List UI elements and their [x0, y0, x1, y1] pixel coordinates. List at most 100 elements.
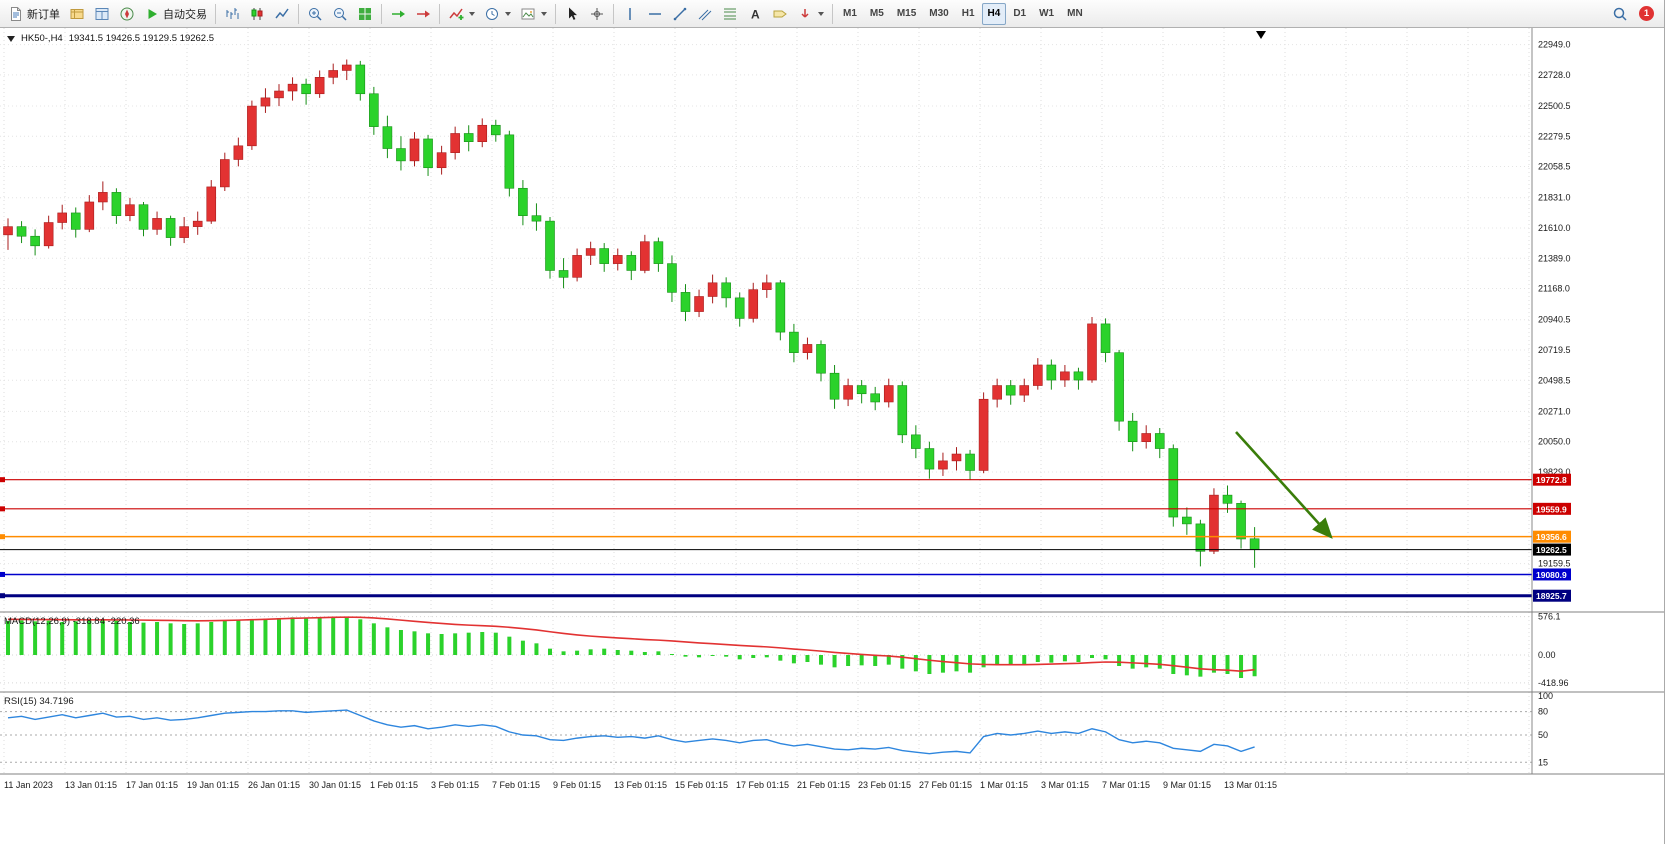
market-watch-button[interactable]: [65, 3, 89, 25]
time-axis: 11 Jan 2023 13 Jan 01:15 17 Jan 01:15 19 Ja…: [4, 780, 1277, 790]
new-order-label: 新订单: [27, 8, 60, 21]
svg-text:22279.5: 22279.5: [1538, 131, 1571, 141]
timeframe-h4-button[interactable]: H4: [981, 2, 1007, 25]
line-chart-icon: [275, 8, 289, 18]
svg-text:22949.0: 22949.0: [1538, 40, 1571, 50]
toolbar-separator: [555, 3, 556, 24]
chart-shift-icon: [417, 10, 430, 17]
channel-icon: [698, 9, 712, 20]
cursor-button[interactable]: [560, 3, 584, 25]
toolbar-right: 1: [1608, 3, 1660, 25]
toolbar-separator: [298, 3, 299, 24]
svg-text:3 Mar 01:15: 3 Mar 01:15: [1041, 780, 1089, 790]
trend-arrow-annotation: [1235, 431, 1333, 539]
horizontal-lines: [0, 477, 1532, 599]
svg-text:MACD(12,26,9) -318.84 -220.36: MACD(12,26,9) -318.84 -220.36: [4, 616, 140, 627]
svg-text:20719.5: 20719.5: [1538, 345, 1571, 355]
horizontal-line-button[interactable]: [643, 3, 667, 25]
svg-text:23 Feb 01:15: 23 Feb 01:15: [858, 780, 911, 790]
indicators-icon: [449, 8, 464, 20]
bar-chart-button[interactable]: [220, 3, 244, 25]
zoom-in-button[interactable]: [303, 3, 327, 25]
svg-text:1 Feb 01:15: 1 Feb 01:15: [370, 780, 418, 790]
auto-scroll-button[interactable]: [386, 3, 410, 25]
svg-text:15 Feb 01:15: 15 Feb 01:15: [675, 780, 728, 790]
text-icon: A: [751, 7, 760, 21]
timeframe-w1-button[interactable]: W1: [1033, 3, 1060, 25]
line-chart-button[interactable]: [270, 3, 294, 25]
panel-dividers: [0, 611, 1664, 775]
svg-text:7 Mar 01:15: 7 Mar 01:15: [1102, 780, 1150, 790]
label-icon: [773, 10, 787, 17]
timeframe-m30-button[interactable]: M30: [923, 3, 954, 25]
chart-canvas[interactable]: 576.1 0.00 -418.96 MACD(12,26,9) -318.84 -2…: [0, 28, 1665, 844]
data-window-icon: [95, 7, 109, 20]
horizontal-line-icon: [649, 12, 661, 15]
svg-text:11 Jan 2023: 11 Jan 2023: [4, 780, 53, 790]
toolbar-separator: [439, 3, 440, 24]
autotrade-button[interactable]: 自动交易: [140, 3, 211, 25]
timeframe-h1-button[interactable]: H1: [956, 3, 981, 25]
svg-text:80: 80: [1538, 707, 1548, 717]
timeframe-m5-button[interactable]: M5: [864, 3, 890, 25]
svg-text:19159.5: 19159.5: [1538, 559, 1571, 569]
svg-text:21389.0: 21389.0: [1538, 253, 1571, 263]
timeframe-d1-button[interactable]: D1: [1007, 3, 1032, 25]
svg-text:21831.0: 21831.0: [1538, 193, 1571, 203]
trendline-button[interactable]: [668, 3, 692, 25]
timeframe-mn-button[interactable]: MN: [1061, 3, 1089, 25]
search-button[interactable]: [1608, 3, 1632, 25]
label-button[interactable]: [768, 3, 792, 25]
timeframe-m15-button[interactable]: M15: [891, 3, 922, 25]
svg-text:20498.5: 20498.5: [1538, 375, 1571, 385]
svg-text:26 Jan 01:15: 26 Jan 01:15: [248, 780, 300, 790]
new-order-button[interactable]: 新订单: [4, 3, 64, 25]
zoom-in-icon: [309, 7, 322, 21]
fibonacci-button[interactable]: [718, 3, 742, 25]
text-button[interactable]: A: [743, 3, 767, 25]
tile-windows-icon: [359, 7, 371, 20]
macd-panel: 576.1 0.00 -418.96 MACD(12,26,9) -318.84 -2…: [0, 612, 1569, 688]
periods-button[interactable]: [480, 3, 515, 25]
svg-text:15: 15: [1538, 757, 1548, 767]
svg-text:19080.9: 19080.9: [1536, 570, 1567, 580]
ohlc-readout: 19341.5 19426.5 19129.5 19262.5: [68, 33, 214, 44]
toolbar-separator: [832, 3, 833, 24]
svg-text:17 Jan 01:15: 17 Jan 01:15: [126, 780, 178, 790]
channel-button[interactable]: [693, 3, 717, 25]
vertical-line-button[interactable]: [618, 3, 642, 25]
indicators-button[interactable]: [444, 3, 479, 25]
svg-text:576.1: 576.1: [1538, 612, 1561, 622]
svg-text:13 Feb 01:15: 13 Feb 01:15: [614, 780, 667, 790]
navigator-icon: [120, 7, 134, 20]
chart-shift-marker: [1256, 31, 1266, 39]
crosshair-button[interactable]: [585, 3, 609, 25]
arrows-button[interactable]: [793, 3, 828, 25]
timeframe-m1-button[interactable]: M1: [837, 3, 863, 25]
candlestick-chart-button[interactable]: [245, 3, 269, 25]
tile-windows-button[interactable]: [353, 3, 377, 25]
market-watch-icon: [70, 8, 84, 19]
svg-text:9 Mar 01:15: 9 Mar 01:15: [1163, 780, 1211, 790]
notification-badge[interactable]: 1: [1639, 6, 1654, 21]
svg-text:RSI(15) 34.7196: RSI(15) 34.7196: [4, 696, 74, 707]
zoom-out-button[interactable]: [328, 3, 352, 25]
svg-text:13 Jan 01:15: 13 Jan 01:15: [65, 780, 117, 790]
price-axis: 22949.0 22728.0 22500.5 22279.5 22058.5 21831…: [1531, 28, 1571, 774]
svg-text:1 Mar 01:15: 1 Mar 01:15: [980, 780, 1028, 790]
svg-text:30 Jan 01:15: 30 Jan 01:15: [309, 780, 361, 790]
data-window-button[interactable]: [90, 3, 114, 25]
templates-button[interactable]: [516, 3, 551, 25]
svg-text:20271.0: 20271.0: [1538, 406, 1571, 416]
svg-text:22728.0: 22728.0: [1538, 70, 1571, 80]
zoom-out-icon: [334, 7, 347, 21]
arrows-icon: [801, 8, 809, 18]
svg-text:19262.5: 19262.5: [1536, 545, 1567, 555]
symbol-marker-icon: [7, 35, 15, 42]
svg-text:22058.5: 22058.5: [1538, 162, 1571, 172]
chart-shift-button[interactable]: [411, 3, 435, 25]
svg-text:9 Feb 01:15: 9 Feb 01:15: [553, 780, 601, 790]
navigator-button[interactable]: [115, 3, 139, 25]
autotrade-label: 自动交易: [163, 8, 207, 21]
svg-text:18925.7: 18925.7: [1536, 591, 1567, 601]
